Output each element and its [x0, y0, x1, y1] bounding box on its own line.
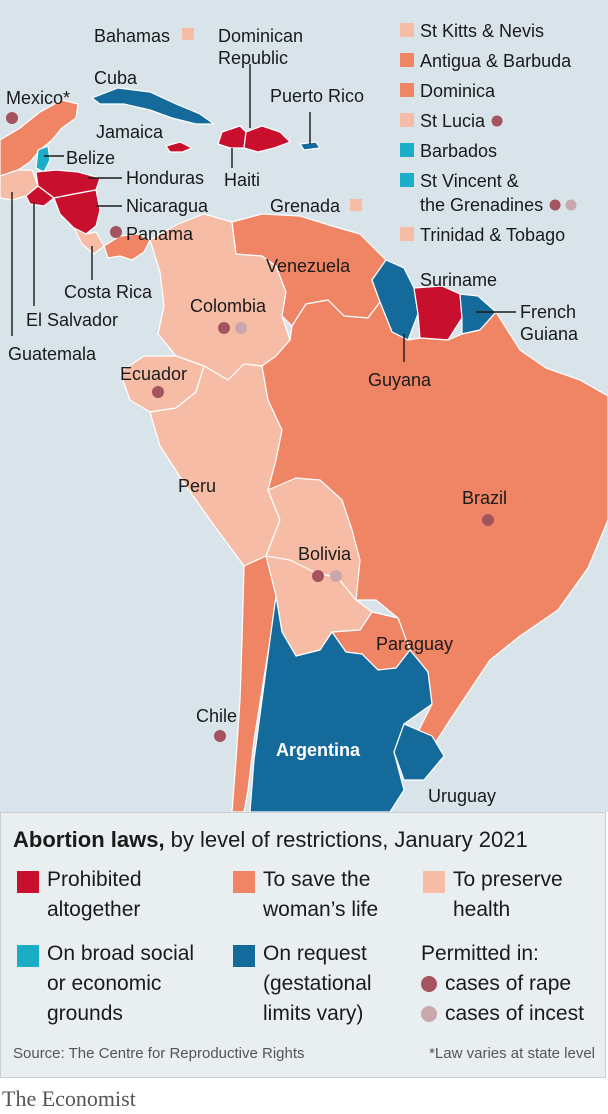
- region-suriname: [413, 285, 463, 341]
- label-costa-rica: Costa Rica: [64, 282, 153, 302]
- label-chile: Chile: [196, 706, 237, 726]
- island-rape-dot: [549, 199, 561, 211]
- island-label: St Lucia: [420, 111, 486, 131]
- label-brazil: Brazil: [462, 488, 507, 508]
- region-belize: [35, 145, 51, 173]
- island-label: Dominica: [420, 81, 496, 101]
- label-argentina: Argentina: [276, 740, 361, 760]
- legend-panel: Abortion laws, by level of restrictions,…: [0, 812, 606, 1078]
- region-dominican-republic: [243, 125, 291, 153]
- region-cuba: [91, 87, 215, 125]
- region-uruguay: [393, 723, 445, 781]
- island-list: St Kitts & Nevis Antigua & Barbuda Dominic…: [400, 21, 577, 245]
- region-panama: [103, 233, 151, 261]
- label-ecuador: Ecuador: [120, 364, 187, 384]
- rape-dot-colombia: [218, 322, 230, 334]
- island-incest-dot: [565, 199, 577, 211]
- label-honduras: Honduras: [126, 168, 204, 188]
- island-label: Trinidad & Tobago: [420, 225, 565, 245]
- source-note: Source: The Centre for Reproductive Righ…: [13, 1045, 305, 1062]
- footnote: *Law varies at state level: [429, 1045, 595, 1062]
- region-jamaica: [165, 141, 193, 153]
- swatch-preserve-health: [423, 871, 445, 893]
- incest-dot-bolivia: [330, 570, 342, 582]
- island-swatch: [400, 53, 414, 67]
- key-on-request: On request (gestational limits vary): [263, 942, 372, 1025]
- incest-dot-legend: [421, 1006, 437, 1023]
- key-save-life: To save the woman’s life: [263, 868, 379, 921]
- label-el-salvador: El Salvador: [26, 310, 118, 330]
- swatch-save-life: [233, 871, 255, 893]
- rape-dot-legend: [421, 976, 437, 993]
- label-bolivia: Bolivia: [298, 544, 352, 564]
- key-prohibited: Prohibited altogether: [47, 868, 142, 921]
- rape-dot-brazil: [482, 514, 494, 526]
- label-cuba: Cuba: [94, 68, 138, 88]
- rape-dot-ecuador: [152, 386, 164, 398]
- rape-dot-bolivia: [312, 570, 324, 582]
- label-peru: Peru: [178, 476, 216, 496]
- region-el-salvador: [25, 185, 55, 207]
- label-colombia: Colombia: [190, 296, 267, 316]
- region-argentina: [249, 595, 433, 812]
- island-label: Antigua & Barbuda: [420, 51, 572, 71]
- label-grenada: Grenada: [270, 196, 341, 216]
- island-rape-dot: [491, 115, 503, 127]
- label-puerto-rico: Puerto Rico: [270, 86, 364, 106]
- brand-wordmark: The Economist: [2, 1086, 136, 1111]
- island-label: Barbados: [420, 141, 497, 161]
- label-french-guiana-2: Guiana: [520, 324, 579, 344]
- label-guyana: Guyana: [368, 370, 432, 390]
- rape-dot-mexico: [6, 112, 18, 124]
- island-swatch: [400, 227, 414, 241]
- label-french-guiana-1: French: [520, 302, 576, 322]
- label-suriname: Suriname: [420, 270, 497, 290]
- island-swatch: [400, 113, 414, 127]
- key-preserve-health: To preserve health: [453, 868, 563, 921]
- label-paraguay: Paraguay: [376, 634, 453, 654]
- map: Bahamas Dominican Republic Cuba Puerto R…: [0, 0, 608, 812]
- swatch-prohibited: [17, 871, 39, 893]
- incest-dot-colombia: [235, 322, 247, 334]
- island-label: St Kitts & Nevis: [420, 21, 544, 41]
- label-bahamas: Bahamas: [94, 26, 170, 46]
- label-panama: Panama: [126, 224, 194, 244]
- island-swatch: [400, 173, 414, 187]
- key-broad-grounds: On broad social or economic grounds: [47, 942, 195, 1025]
- label-guatemala: Guatemala: [8, 344, 97, 364]
- label-mexico: Mexico*: [6, 88, 70, 108]
- bahamas-swatch: [182, 28, 194, 40]
- island-label: St Vincent &: [420, 171, 519, 191]
- rape-dot-chile: [214, 730, 226, 742]
- swatch-broad-grounds: [17, 945, 39, 967]
- label-nicaragua: Nicaragua: [126, 196, 209, 216]
- label-haiti: Haiti: [224, 170, 260, 190]
- label-uruguay: Uruguay: [428, 786, 496, 806]
- island-swatch: [400, 83, 414, 97]
- rape-dot-panama: [110, 226, 122, 238]
- label-venezuela: Venezuela: [266, 256, 351, 276]
- label-dominican-1: Dominican: [218, 26, 303, 46]
- grenada-swatch: [350, 199, 362, 211]
- island-swatch: [400, 143, 414, 157]
- legend-title: Abortion laws, by level of restrictions,…: [13, 827, 528, 852]
- label-dominican-2: Republic: [218, 48, 288, 68]
- swatch-on-request: [233, 945, 255, 967]
- key-permitted: Permitted in: cases of rape cases of inc…: [421, 942, 584, 1025]
- region-nicaragua: [53, 189, 101, 235]
- island-swatch: [400, 23, 414, 37]
- label-jamaica: Jamaica: [96, 122, 164, 142]
- island-label-line2: the Grenadines: [420, 195, 543, 215]
- label-belize: Belize: [66, 148, 115, 168]
